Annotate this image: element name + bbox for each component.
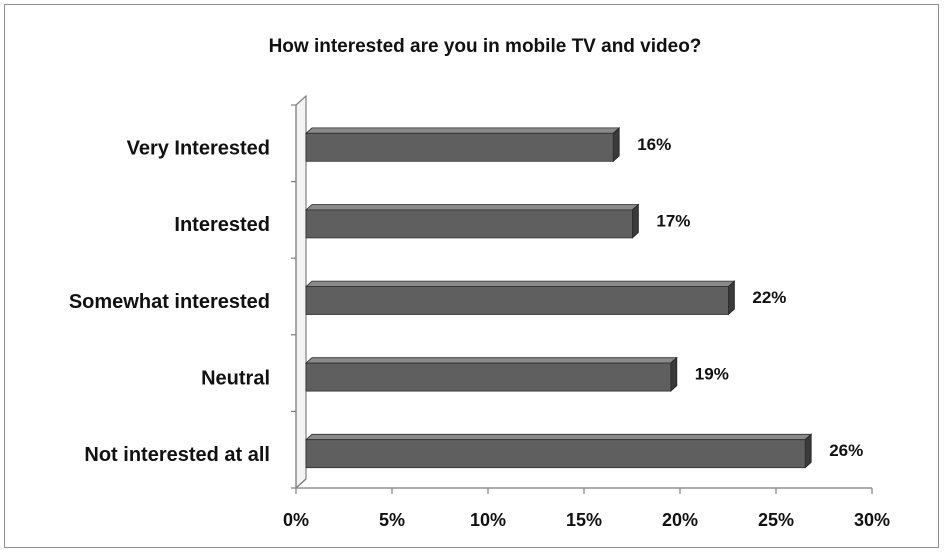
data-label: 26% [829, 441, 863, 460]
bar-1: 16% [304, 127, 671, 163]
chart-title: How interested are you in mobile TV and … [269, 36, 702, 57]
data-label: 19% [695, 365, 729, 384]
bars-group: 16% 17% 22% 19% 26% [304, 127, 863, 469]
category-label: Somewhat interested [69, 291, 270, 313]
bar-4: 19% [304, 356, 729, 392]
bar-3: 22% [304, 280, 786, 316]
data-label: 16% [637, 135, 671, 154]
x-tick-label: 5% [379, 510, 405, 530]
bar-side-face [728, 280, 735, 316]
bar-front-face [305, 439, 806, 469]
bar-side-face [804, 433, 812, 469]
y-axis: Very Interested Interested Somewhat intere… [69, 104, 297, 489]
bar-front-face [305, 362, 672, 392]
bar-front-face [305, 286, 729, 315]
bar-top-face [304, 280, 736, 287]
chart-back-wall [295, 94, 307, 490]
category-label: Neutral [201, 367, 270, 389]
bar-side-face [612, 127, 620, 163]
data-label: 17% [656, 211, 690, 230]
category-label: Not interested at all [84, 444, 270, 466]
bar-5: 26% [304, 433, 863, 469]
bar-top-face [304, 204, 640, 211]
data-label: 22% [752, 288, 786, 307]
bar-2: 17% [304, 203, 690, 239]
bar-top-face [304, 433, 813, 441]
x-tick-label: 25% [758, 510, 794, 530]
bar-front-face [305, 132, 614, 162]
x-axis-depth-line [295, 478, 307, 489]
category-label: Interested [174, 214, 270, 236]
bar-side-face [670, 356, 678, 392]
x-tick-label: 20% [662, 510, 698, 530]
x-tick-label: 15% [566, 510, 602, 530]
x-tick-label: 10% [470, 510, 506, 530]
back-wall-panel [295, 94, 307, 490]
bar-top-face [304, 357, 678, 364]
bar-top-face [304, 127, 621, 134]
bar-front-face [305, 209, 633, 239]
x-tick-label: 0% [283, 510, 309, 530]
x-axis: 0% 5% 10% 15% 20% 25% 30% [283, 478, 890, 530]
bar-side-face [632, 203, 639, 239]
x-tick-label: 30% [854, 510, 890, 530]
category-label: Very Interested [127, 138, 270, 160]
